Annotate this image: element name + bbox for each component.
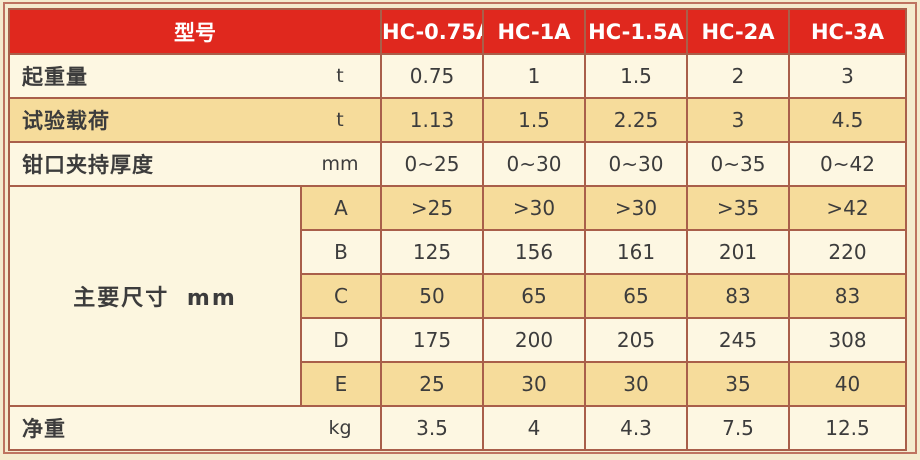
value-cell: 83 [686, 273, 790, 319]
dimension-row-a: 主要尺寸 mm A >25 >30 >30 >35 >42 [8, 185, 907, 407]
spec-row-test-load: 试验载荷 t 1.13 1.5 2.25 3 4.5 [8, 97, 907, 143]
dimension-key-cell: A [300, 185, 382, 231]
value-cell: 0~25 [380, 141, 484, 187]
value-cell: 1.5 [584, 53, 688, 99]
value-cell: 12.5 [788, 405, 907, 451]
value-cell: 2 [686, 53, 790, 99]
dimension-row-c: C 50 65 65 83 83 [9, 273, 907, 319]
value-cell: 0~30 [584, 141, 688, 187]
value-cell: 125 [380, 229, 484, 275]
row-label-cell: 起重量 t [8, 53, 382, 99]
unit-label: t [336, 109, 344, 131]
unit-label: t [336, 65, 344, 87]
value-cell: 65 [482, 273, 586, 319]
row-label-cell: 净重 kg [8, 405, 382, 451]
value-cell: 0~30 [482, 141, 586, 187]
value-cell: 175 [380, 317, 484, 363]
value-cell: 30 [584, 361, 688, 407]
row-label-cell: 钳口夹持厚度 mm [8, 141, 382, 187]
value-cell: 3 [788, 53, 907, 99]
dimension-row-d: D 175 200 205 245 308 [9, 317, 907, 363]
value-cell: 40 [788, 361, 907, 407]
model-header-cell: HC-3A [788, 8, 907, 55]
row-label: 净重 [22, 417, 66, 441]
value-cell: 200 [482, 317, 586, 363]
value-cell: 205 [584, 317, 688, 363]
value-cell: 201 [686, 229, 790, 275]
value-cell: 30 [482, 361, 586, 407]
model-header-cell: HC-1.5A [584, 8, 688, 55]
value-cell: >30 [482, 185, 586, 231]
value-cell: 0~35 [686, 141, 790, 187]
value-cell: >25 [380, 185, 484, 231]
value-cell: 156 [482, 229, 586, 275]
value-cell: 35 [686, 361, 790, 407]
value-cell: 3.5 [380, 405, 484, 451]
value-cell: 4.5 [788, 97, 907, 143]
value-cell: 4 [482, 405, 586, 451]
value-cell: 0.75 [380, 53, 484, 99]
model-header-cell: HC-2A [686, 8, 790, 55]
value-cell: >42 [788, 185, 907, 231]
row-label: 钳口夹持厚度 [22, 153, 154, 177]
value-cell: 0~42 [788, 141, 907, 187]
dimension-key-cell: C [300, 273, 382, 319]
dimensions-group-cell: 主要尺寸 mm [8, 185, 302, 407]
value-cell: 4.3 [584, 405, 688, 451]
row-label: 试验载荷 [22, 109, 110, 133]
value-cell: 50 [380, 273, 484, 319]
value-cell: 7.5 [686, 405, 790, 451]
row-label: 起重量 [22, 65, 88, 89]
value-cell: 245 [686, 317, 790, 363]
dimension-key-cell: E [300, 361, 382, 407]
value-cell: 1.5 [482, 97, 586, 143]
spec-table: 型号 HC-0.75A HC-1A HC-1.5A HC-2A HC-3A 起重… [8, 8, 907, 451]
value-cell: 220 [788, 229, 907, 275]
dimension-key-cell: D [300, 317, 382, 363]
dimension-key-cell: B [300, 229, 382, 275]
spec-row-jaw-thickness: 钳口夹持厚度 mm 0~25 0~30 0~30 0~35 0~42 [8, 141, 907, 187]
unit-label: kg [328, 417, 352, 439]
value-cell: 25 [380, 361, 484, 407]
unit-label: mm [321, 153, 359, 175]
value-cell: 3 [686, 97, 790, 143]
value-cell: 2.25 [584, 97, 688, 143]
model-column-header: 型号 [8, 8, 382, 55]
value-cell: 1.13 [380, 97, 484, 143]
value-cell: 65 [584, 273, 688, 319]
model-header-cell: HC-1A [482, 8, 586, 55]
spec-row-lifting-capacity: 起重量 t 0.75 1 1.5 2 3 [8, 53, 907, 99]
table-header-row: 型号 HC-0.75A HC-1A HC-1.5A HC-2A HC-3A [8, 8, 907, 55]
spec-row-net-weight: 净重 kg 3.5 4 4.3 7.5 12.5 [8, 405, 907, 451]
value-cell: 161 [584, 229, 688, 275]
row-label-cell: 试验载荷 t [8, 97, 382, 143]
value-cell: >35 [686, 185, 790, 231]
dimension-row-e: E 25 30 30 35 40 [9, 361, 907, 407]
value-cell: 308 [788, 317, 907, 363]
model-header-cell: HC-0.75A [380, 8, 484, 55]
value-cell: >30 [584, 185, 688, 231]
dimension-row-b: B 125 156 161 201 220 [9, 229, 907, 275]
value-cell: 1 [482, 53, 586, 99]
value-cell: 83 [788, 273, 907, 319]
